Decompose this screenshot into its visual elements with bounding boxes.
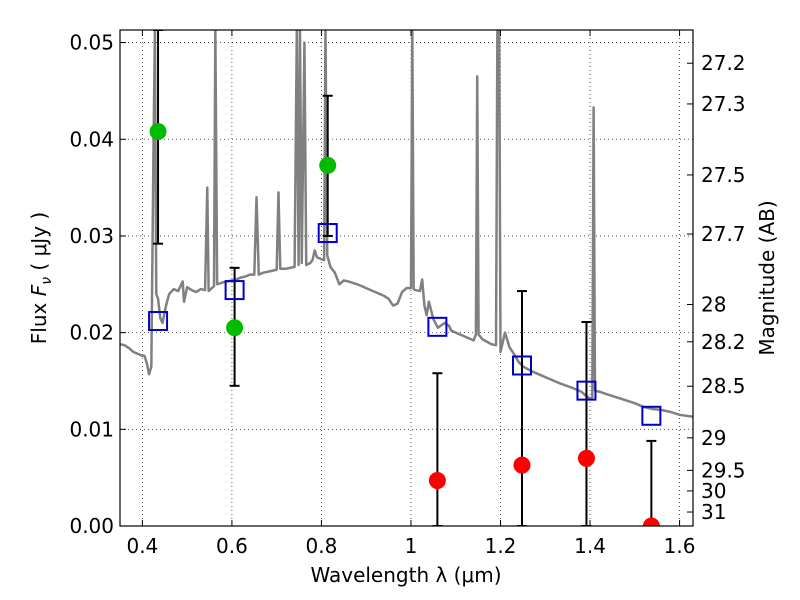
model-band-square bbox=[641, 405, 662, 426]
model-band-square bbox=[148, 311, 169, 332]
magnitude-tick-label: 27.5 bbox=[701, 163, 746, 187]
y-tick-label: 0.00 bbox=[69, 514, 114, 538]
x-axis-label: Wavelength λ (μm) bbox=[310, 563, 501, 587]
y-axis-label: Flux Fν ( μJy ) bbox=[27, 212, 55, 344]
flux-point bbox=[642, 517, 660, 526]
flux-point bbox=[513, 456, 531, 474]
x-tick-label: 1 bbox=[405, 534, 418, 558]
x-tick-label: 1.4 bbox=[574, 534, 606, 558]
axis-ticks: 0.4 0.6 0.8 1 1.2 1.4 1.6 0.00 0.01 0.02 0.03 0.04 0… bbox=[69, 30, 746, 558]
y-tick-label: 0.02 bbox=[69, 321, 114, 345]
magnitude-tick-label: 27.7 bbox=[701, 222, 746, 246]
plot-frame bbox=[119, 29, 694, 527]
flux-point bbox=[428, 472, 446, 490]
x-tick-label: 1.6 bbox=[664, 534, 696, 558]
flux-point bbox=[149, 123, 167, 141]
magnitude-tick-label: 29 bbox=[701, 426, 726, 450]
magnitude-axis-label: Magnitude (AB) bbox=[755, 200, 779, 355]
magnitude-tick-label: 29.5 bbox=[701, 458, 746, 482]
flux-point bbox=[577, 449, 595, 467]
plot-area bbox=[120, 30, 693, 526]
magnitude-tick-label: 28.2 bbox=[701, 330, 746, 354]
model-band-square bbox=[427, 316, 448, 337]
x-tick-label: 1.2 bbox=[485, 534, 517, 558]
magnitude-tick-label: 28 bbox=[701, 293, 726, 317]
flux-point bbox=[226, 319, 244, 337]
data-points bbox=[148, 123, 662, 526]
magnitude-tick-label: 27.2 bbox=[701, 51, 746, 75]
y-tick-label: 0.04 bbox=[69, 127, 114, 151]
y-tick-label: 0.01 bbox=[69, 417, 114, 441]
x-tick-label: 0.6 bbox=[216, 534, 248, 558]
magnitude-tick-label: 30 bbox=[701, 479, 726, 503]
model-spectrum-line bbox=[120, 30, 693, 418]
magnitude-tick-label: 28.5 bbox=[701, 374, 746, 398]
model-band-square bbox=[511, 355, 532, 376]
y-tick-label: 0.05 bbox=[69, 31, 114, 55]
error-bars bbox=[153, 30, 657, 526]
x-tick-label: 0.4 bbox=[126, 534, 158, 558]
magnitude-tick-label: 27.3 bbox=[701, 92, 746, 116]
x-tick-label: 0.8 bbox=[306, 534, 338, 558]
model-band-square bbox=[317, 223, 338, 244]
flux-point bbox=[319, 156, 337, 174]
model-band-square bbox=[576, 380, 597, 401]
model-band-square bbox=[224, 280, 245, 301]
y-tick-label: 0.03 bbox=[69, 224, 114, 248]
magnitude-tick-label: 31 bbox=[701, 500, 726, 524]
